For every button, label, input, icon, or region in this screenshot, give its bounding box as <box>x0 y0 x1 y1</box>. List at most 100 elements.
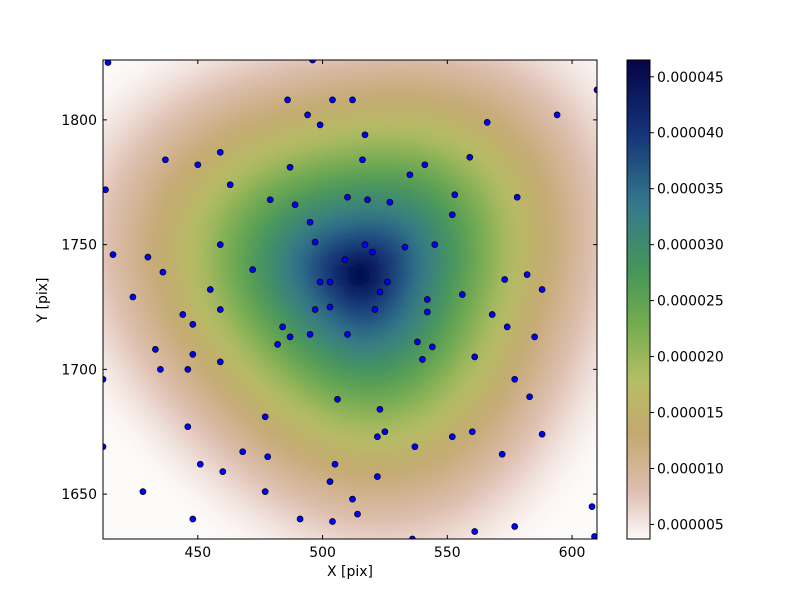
heatmap-cell <box>343 300 356 313</box>
heatmap-cell <box>571 408 584 421</box>
heatmap-cell <box>583 384 596 397</box>
heatmap-cell <box>475 60 488 61</box>
heatmap-cell <box>331 408 344 421</box>
heatmap-cell <box>199 132 212 145</box>
heatmap-cell <box>547 96 560 109</box>
heatmap-cell <box>379 84 392 97</box>
heatmap-cell <box>451 60 464 61</box>
heatmap-cell <box>355 348 368 361</box>
heatmap-cell <box>595 348 597 361</box>
heatmap-cell <box>307 180 320 193</box>
heatmap-cell <box>319 456 332 469</box>
heatmap-cell <box>487 540 500 553</box>
heatmap-cell <box>175 420 188 433</box>
heatmap-cell <box>223 144 236 157</box>
data-point <box>376 288 384 296</box>
heatmap-cell <box>511 420 524 433</box>
heatmap-cell <box>607 240 620 253</box>
heatmap-cell <box>223 276 236 289</box>
heatmap-cell <box>487 108 500 121</box>
data-point <box>451 191 459 199</box>
heatmap-cell <box>439 336 452 349</box>
heatmap-cell <box>235 204 248 217</box>
heatmap-cell <box>523 204 536 217</box>
heatmap-cell <box>115 108 128 121</box>
heatmap-cell <box>607 540 620 553</box>
heatmap-cell <box>439 84 452 97</box>
heatmap-cell <box>571 468 584 481</box>
heatmap-cell <box>271 84 284 97</box>
heatmap-cell <box>607 144 620 157</box>
heatmap-cell <box>103 108 116 121</box>
heatmap-cell <box>355 432 368 445</box>
heatmap-cell <box>439 516 452 529</box>
heatmap-cell <box>103 516 104 529</box>
heatmap-cell <box>295 528 308 539</box>
heatmap-cell <box>511 252 524 265</box>
heatmap-cell <box>583 228 596 241</box>
heatmap-cell <box>295 288 308 301</box>
heatmap-cell <box>379 444 392 457</box>
heatmap-cell <box>463 432 476 445</box>
heatmap-cell <box>271 384 284 397</box>
heatmap-cell <box>499 408 512 421</box>
heatmap-cell <box>247 60 260 61</box>
heatmap-cell <box>247 432 260 445</box>
heatmap-cell <box>175 168 188 181</box>
heatmap-cell <box>547 228 560 241</box>
heatmap-cell <box>463 240 476 253</box>
heatmap-cell <box>547 480 560 493</box>
heatmap-cell <box>583 468 596 481</box>
heatmap-cell <box>103 336 116 349</box>
heatmap-cell <box>583 420 596 433</box>
heatmap-cell <box>127 60 140 73</box>
heatmap-cell <box>523 276 536 289</box>
heatmap-cell <box>103 144 116 157</box>
heatmap-cell <box>127 396 140 409</box>
heatmap-cell <box>331 252 344 265</box>
heatmap-cell <box>175 144 188 157</box>
heatmap-cell <box>487 504 500 517</box>
heatmap-cell <box>151 192 164 205</box>
heatmap-cell <box>427 456 440 469</box>
heatmap-cell <box>295 396 308 409</box>
heatmap-cell <box>427 384 440 397</box>
heatmap-cell <box>283 492 296 505</box>
heatmap-cell <box>235 456 248 469</box>
heatmap-cell <box>427 528 440 539</box>
heatmap-cell <box>295 60 308 61</box>
heatmap-cell <box>127 348 140 361</box>
heatmap-cell <box>295 324 308 337</box>
heatmap-cell <box>379 312 392 325</box>
x-tick-label: 450 <box>184 545 211 561</box>
heatmap-cell <box>571 396 584 409</box>
heatmap-cell <box>463 60 476 73</box>
heatmap-cell <box>595 396 597 409</box>
heatmap-cell <box>595 288 597 301</box>
heatmap-cell <box>607 72 620 85</box>
data-point <box>483 119 491 126</box>
heatmap-cell <box>535 504 548 517</box>
heatmap-cell <box>187 240 200 253</box>
heatmap-cell <box>463 156 476 169</box>
heatmap-cell <box>223 348 236 361</box>
heatmap-cell <box>223 60 236 73</box>
heatmap-cell <box>439 228 452 241</box>
heatmap-cell <box>391 348 404 361</box>
heatmap-cell <box>511 84 524 97</box>
data-point <box>538 430 546 438</box>
heatmap-cell <box>451 144 464 157</box>
heatmap-cell <box>439 504 452 517</box>
heatmap-cell <box>259 204 272 217</box>
heatmap-cell <box>499 504 512 517</box>
heatmap-cell <box>559 60 572 61</box>
heatmap-cell <box>427 276 440 289</box>
heatmap-cell <box>103 96 116 109</box>
heatmap-cell <box>259 480 272 493</box>
heatmap-cell <box>295 108 308 121</box>
heatmap-cell <box>403 84 416 97</box>
heatmap-cell <box>499 108 512 121</box>
heatmap-cell <box>583 240 596 253</box>
data-point <box>498 450 506 458</box>
heatmap-cell <box>187 216 200 229</box>
